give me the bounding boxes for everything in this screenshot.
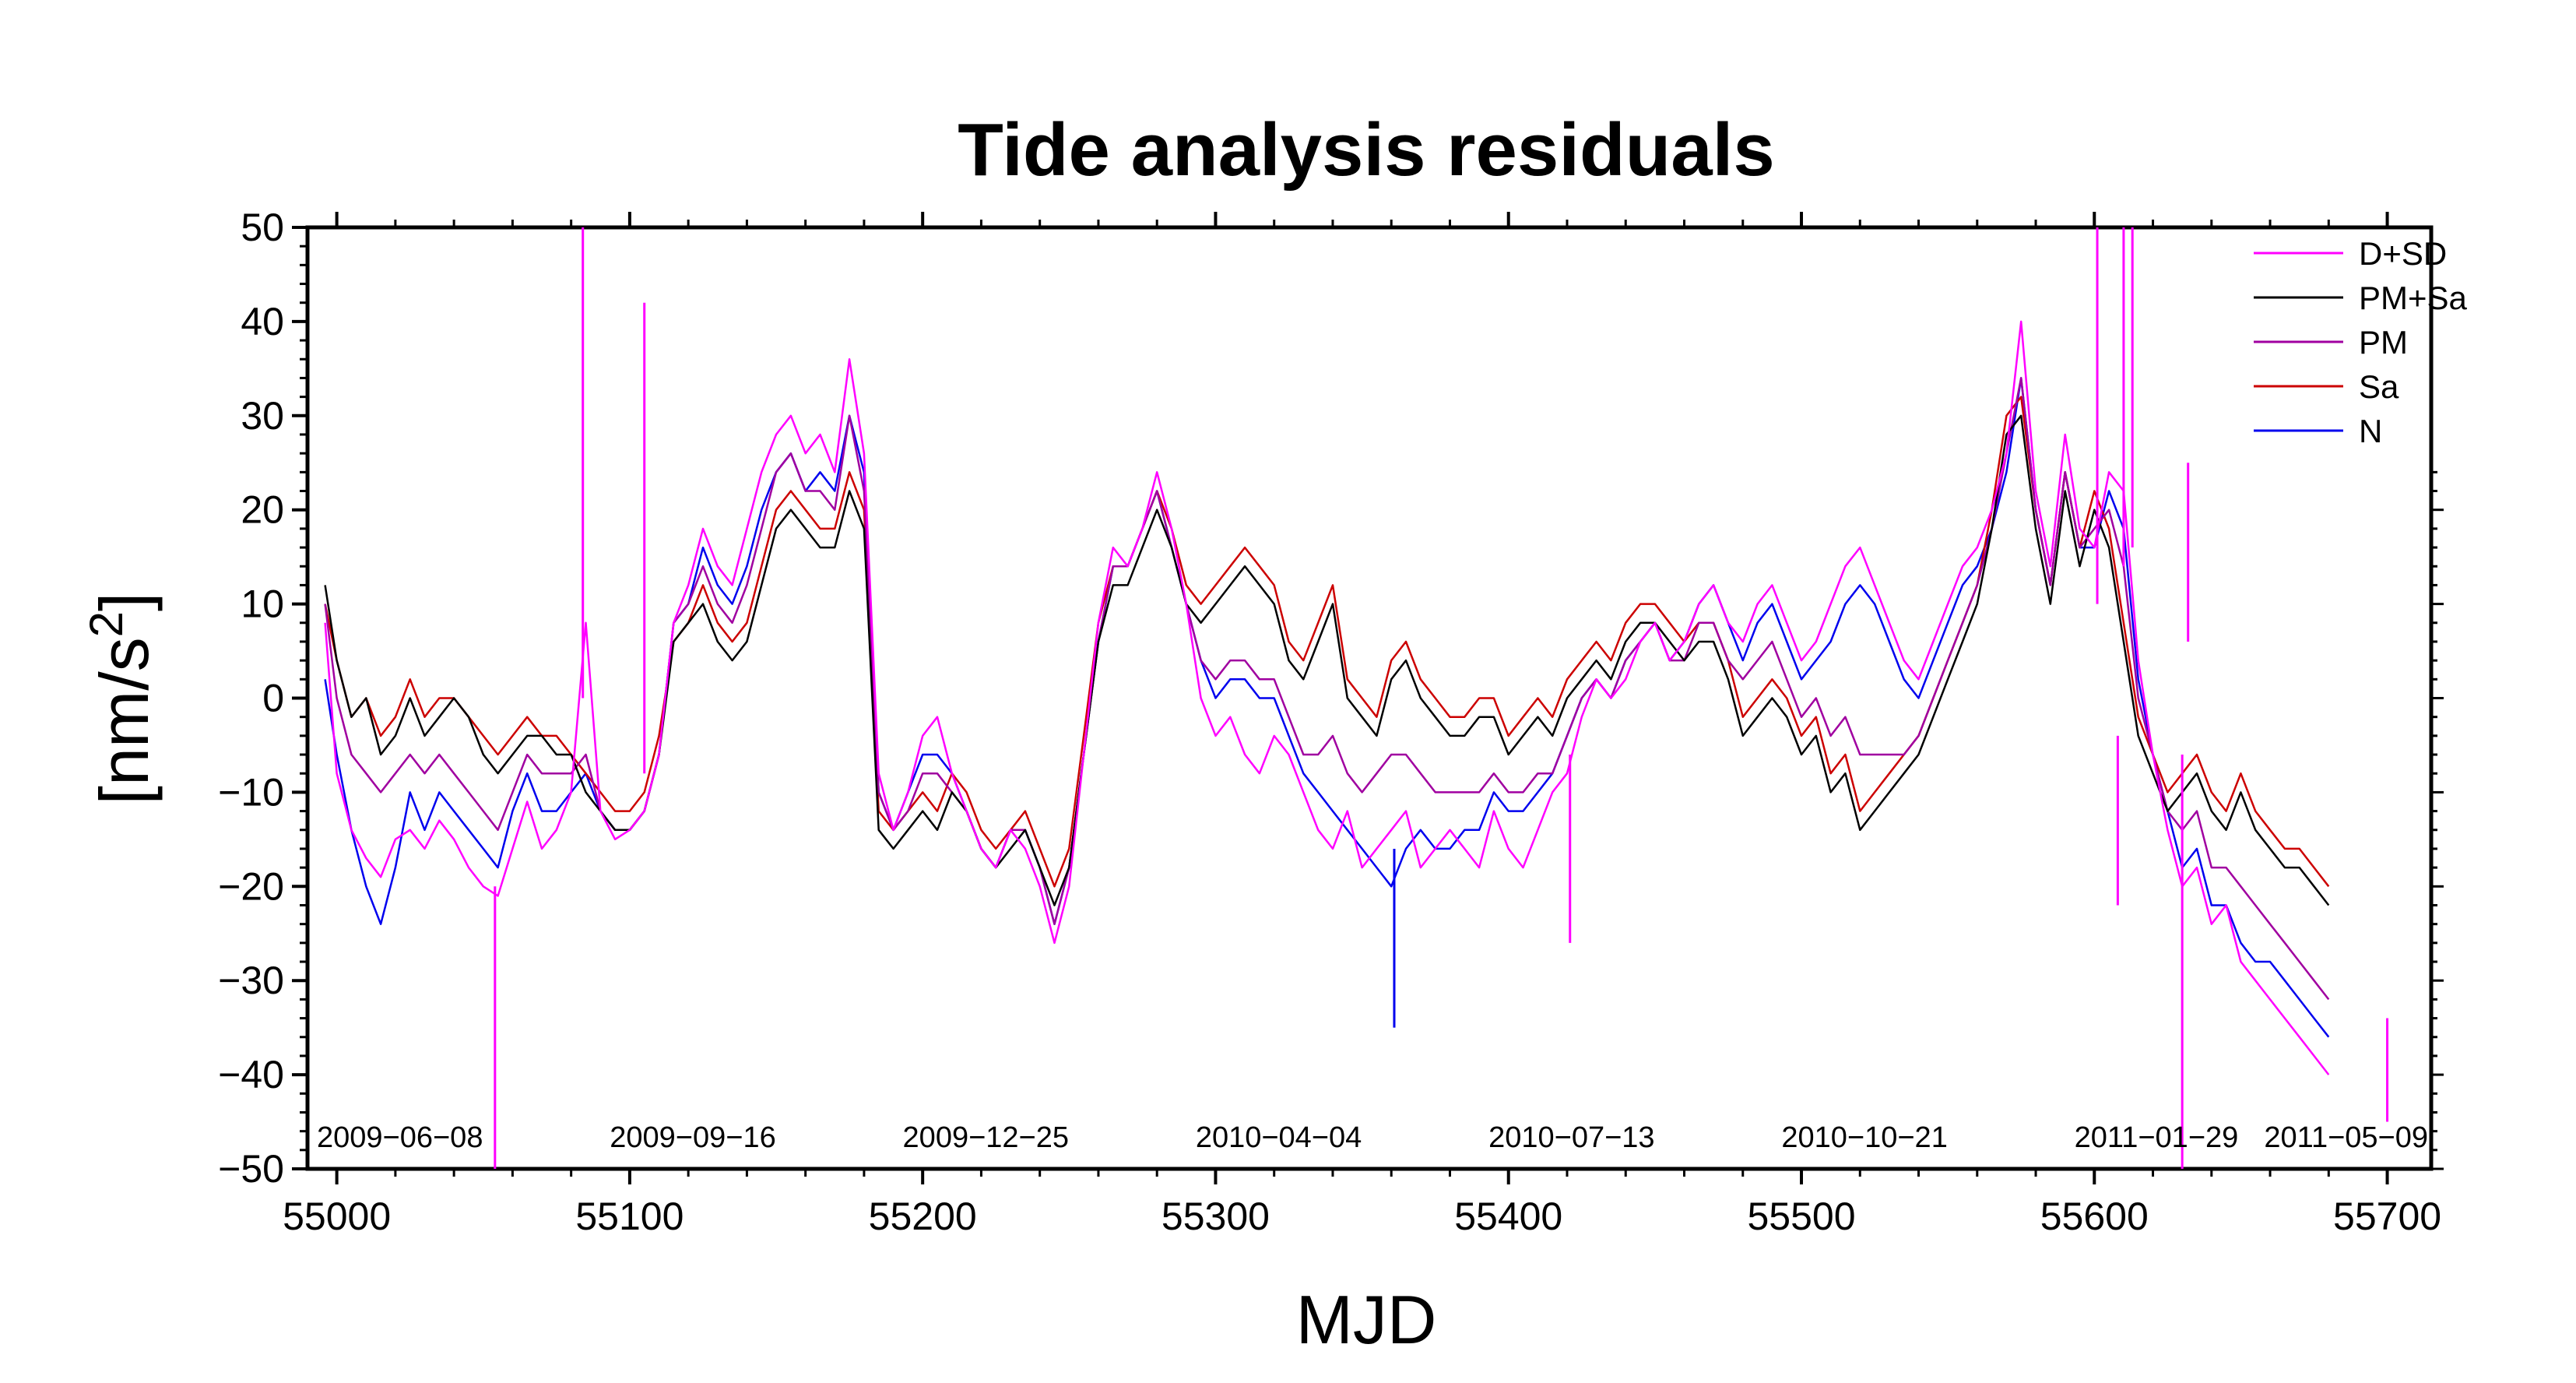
y-tick-label: −20 [218, 864, 284, 908]
date-label: 2010−10−21 [1781, 1121, 1947, 1154]
y-axis: 50 40 30 20 10 0 −10 −20 −30 −40 −50 [218, 206, 2444, 1191]
x-tick-label: 55300 [1161, 1195, 1270, 1238]
y-tick-label: −30 [218, 959, 284, 1002]
date-labels: 2009−06−08 2009−09−16 2009−12−25 2010−04−04… [317, 1121, 2428, 1154]
y-tick-label: −50 [218, 1147, 284, 1191]
series-group [324, 320, 2330, 1075]
y-tick-label: 20 [241, 488, 284, 532]
x-axis: 55000 55100 55200 55300 55400 55500 55600 55700 [283, 212, 2441, 1238]
chart-title: Tide analysis residuals [958, 108, 1774, 192]
x-tick-label: 55000 [283, 1195, 391, 1238]
legend-label: PM [2359, 324, 2408, 361]
spikes-group [494, 227, 2389, 1169]
y-tick-label: 40 [241, 300, 284, 343]
date-label: 2009−09−16 [610, 1121, 775, 1154]
y-tick-label: −10 [218, 770, 284, 814]
legend-background [2242, 234, 2429, 453]
x-tick-label: 55600 [2040, 1195, 2149, 1238]
series-line-sa [324, 396, 2330, 888]
x-tick-label: 55400 [1454, 1195, 1562, 1238]
series-line-d-sd [324, 320, 2330, 1075]
y-tick-label: 0 [262, 677, 284, 720]
x-tick-label: 55100 [575, 1195, 684, 1238]
y-tick-label: 30 [241, 394, 284, 438]
y-tick-label: 50 [241, 206, 284, 249]
y-tick-label: 10 [241, 582, 284, 626]
date-label: 2010−07−13 [1488, 1121, 1654, 1154]
y-axis-label-base: [nm/s [86, 637, 163, 804]
y-axis-label-close: ] [86, 593, 163, 611]
legend: D+SD PM+Sa PM Sa N [2242, 234, 2468, 453]
legend-label: PM+Sa [2359, 280, 2468, 316]
plot-area [305, 225, 2434, 1171]
x-tick-label: 55200 [869, 1195, 977, 1238]
y-axis-label: [nm/s2] [80, 593, 163, 805]
x-tick-label: 55500 [1747, 1195, 1855, 1238]
legend-label: D+SD [2359, 235, 2447, 272]
date-label: 2009−12−25 [903, 1121, 1069, 1154]
legend-label: N [2359, 413, 2382, 449]
x-axis-label: MJD [1296, 1281, 1437, 1358]
date-label: 2009−06−08 [317, 1121, 483, 1154]
x-tick-label: 55700 [2333, 1195, 2441, 1238]
y-tick-label: −40 [218, 1053, 284, 1096]
date-label: 2010−04−04 [1196, 1121, 1362, 1154]
date-label: 2011−01−29 [2075, 1121, 2239, 1154]
date-label: 2011−05−09 [2264, 1121, 2428, 1154]
legend-label: Sa [2359, 368, 2399, 405]
y-axis-label-superscript: 2 [80, 611, 132, 637]
